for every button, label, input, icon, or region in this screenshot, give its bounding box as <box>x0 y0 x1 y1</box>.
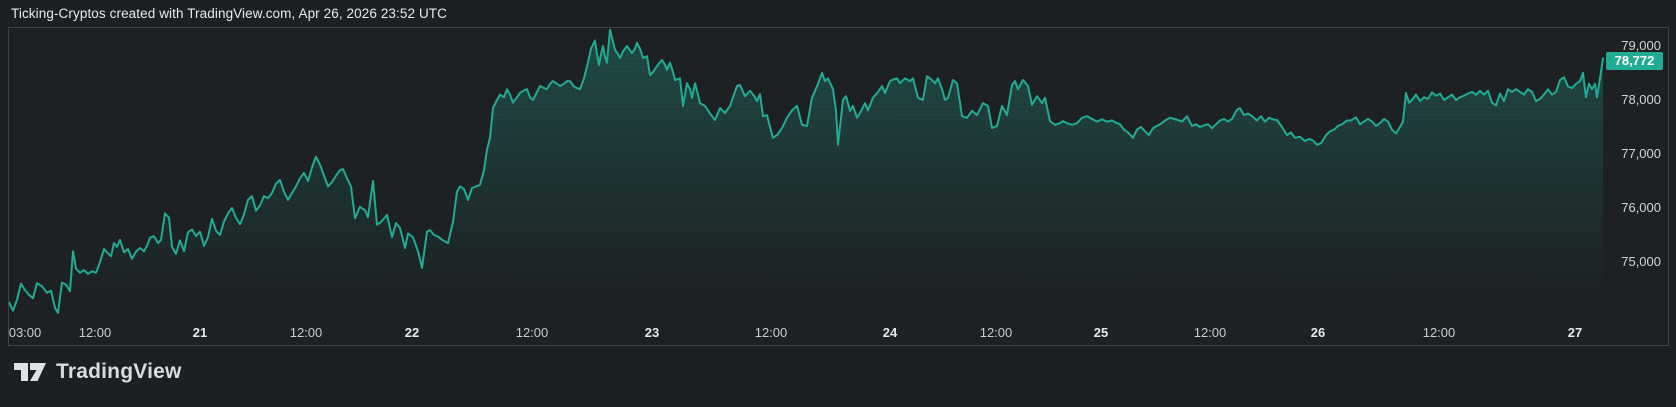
time-tick-label-hour: 12:00 <box>979 325 1013 340</box>
price-tick-label: 79,000 <box>1621 38 1661 53</box>
time-tick-label-day: 26 <box>1310 325 1326 340</box>
time-tick-label-day: 22 <box>404 325 420 340</box>
time-tick-label-day: 25 <box>1093 325 1109 340</box>
time-tick-label-hour: 12:00 <box>289 325 323 340</box>
last-price-badge: 78,772 <box>1606 52 1663 71</box>
price-tick-label: 76,000 <box>1621 200 1661 215</box>
tradingview-logo-icon <box>14 363 46 381</box>
time-tick-label-day: 24 <box>882 325 898 340</box>
tradingview-attribution[interactable]: TradingView <box>13 360 182 384</box>
tradingview-brand-text: TradingView <box>56 360 182 383</box>
time-tick-label-day: 27 <box>1567 325 1583 340</box>
chart-title: Ticking-Cryptos created with TradingView… <box>11 6 448 21</box>
time-tick-label-hour: 12:00 <box>1193 325 1227 340</box>
time-tick-label-hour: 12:00 <box>754 325 788 340</box>
time-tick-label-hour: 12:00 <box>78 325 112 340</box>
time-tick-label-day: 21 <box>192 325 208 340</box>
price-line <box>9 28 1604 314</box>
price-tick-label: 77,000 <box>1621 146 1661 161</box>
price-tick-label: 78,000 <box>1621 92 1661 107</box>
time-tick-label-day: 23 <box>644 325 660 340</box>
price-area-dot-texture <box>9 29 1603 319</box>
time-tick-label-hour: 03:00 <box>8 325 42 340</box>
time-tick-label-hour: 12:00 <box>515 325 549 340</box>
price-tick-label: 75,000 <box>1621 254 1661 269</box>
time-tick-label-hour: 12:00 <box>1422 325 1456 340</box>
